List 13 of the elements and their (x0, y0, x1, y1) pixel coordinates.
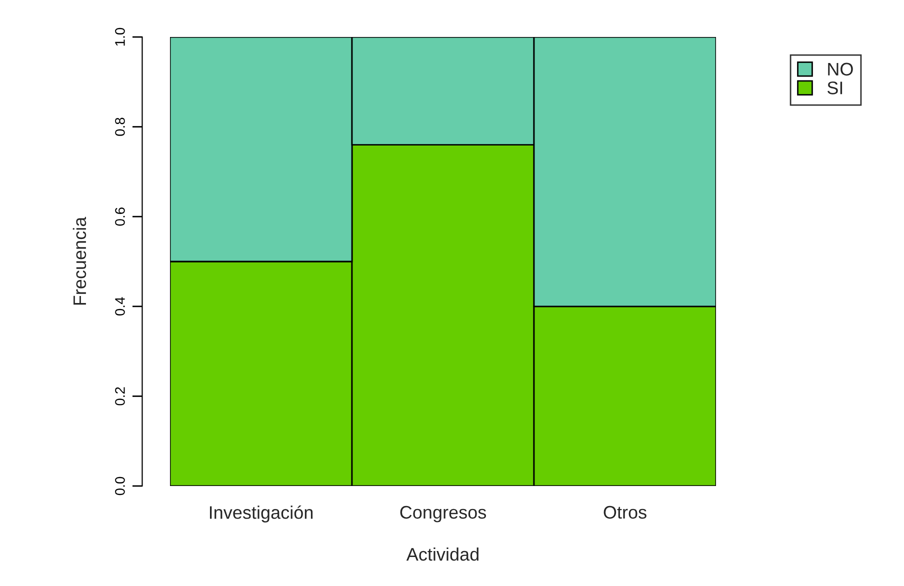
y-tick-label: 0.6 (115, 208, 125, 226)
y-axis-title: Frecuencia (72, 216, 86, 305)
y-tick-label: 0.2 (115, 387, 125, 406)
legend-label: SI (827, 82, 842, 94)
text: 1.0 (115, 28, 125, 46)
x-tick-label: Congresos (400, 506, 486, 522)
legend-label: NO (828, 62, 853, 76)
y-tick-label: 0.8 (115, 118, 125, 136)
text: 0.0 (115, 476, 125, 496)
x-tick-label: Otros (604, 506, 646, 519)
y-tick-label: 0.4 (115, 297, 125, 316)
x-tick-label: Investigación (210, 505, 313, 522)
x-axis-title: Actividad (406, 547, 478, 561)
